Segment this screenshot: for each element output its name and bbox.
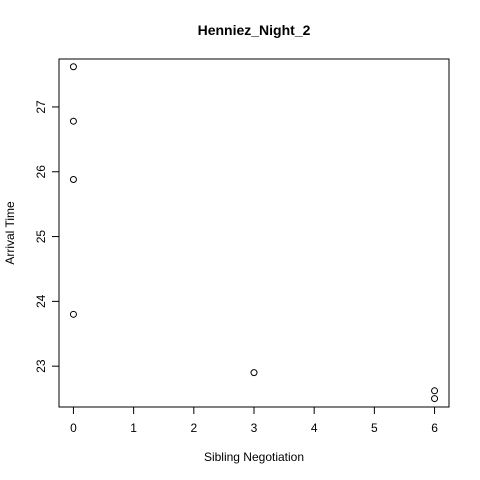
data-point bbox=[250, 369, 258, 377]
x-tick-label: 1 bbox=[130, 421, 137, 435]
x-tick-label: 5 bbox=[371, 421, 378, 435]
data-point bbox=[69, 176, 77, 184]
y-tick-label: 25 bbox=[34, 230, 48, 244]
y-axis: 23 24 25 26 27 bbox=[34, 100, 60, 373]
y-tick-label: 23 bbox=[34, 359, 48, 373]
x-tick-label: 0 bbox=[70, 421, 77, 435]
data-point bbox=[431, 387, 439, 395]
data-point bbox=[69, 310, 77, 318]
y-tick-label: 26 bbox=[34, 165, 48, 179]
x-tick-label: 4 bbox=[311, 421, 318, 435]
data-point bbox=[69, 63, 77, 71]
y-axis-label: Arrival Time bbox=[3, 201, 17, 265]
y-tick-label: 27 bbox=[34, 100, 48, 114]
x-tick-label: 2 bbox=[190, 421, 197, 435]
data-point bbox=[431, 395, 439, 403]
data-points bbox=[69, 63, 439, 403]
x-axis-label: Sibling Negotiation bbox=[204, 450, 304, 464]
data-point bbox=[69, 117, 77, 125]
y-tick-label: 24 bbox=[34, 294, 48, 308]
chart-title: Henniez_Night_2 bbox=[198, 22, 311, 38]
x-tick-label: 3 bbox=[251, 421, 258, 435]
plot-frame bbox=[58, 58, 450, 408]
x-tick-label: 6 bbox=[431, 421, 438, 435]
x-axis: 0 1 2 3 4 5 6 bbox=[70, 406, 438, 435]
